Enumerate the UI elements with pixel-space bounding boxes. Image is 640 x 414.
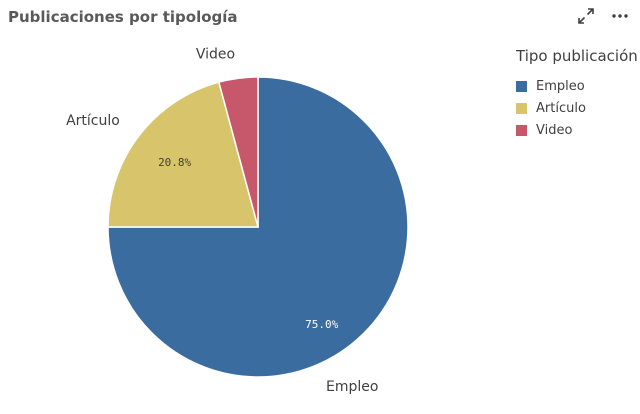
- legend-item-articulo[interactable]: Artículo: [516, 97, 638, 119]
- slice-value-label-empleo: 75.0%: [305, 318, 338, 331]
- slice-category-label-video: Video: [196, 47, 235, 63]
- slice-value-label-articulo: 20.8%: [158, 156, 191, 169]
- more-options-icon: [612, 14, 628, 18]
- chart-title: Publicaciones por tipología: [8, 8, 238, 26]
- pie-slice-empleo[interactable]: [107, 76, 409, 378]
- legend-swatch-video: [516, 124, 527, 136]
- legend-swatch-empleo: [516, 80, 527, 92]
- pie-slice-articulo[interactable]: [107, 81, 259, 228]
- legend-title: Tipo publicación: [516, 47, 638, 65]
- expand-icon: [578, 8, 594, 24]
- slice-category-label-empleo: Empleo: [326, 379, 378, 395]
- pie-slice-video[interactable]: [217, 76, 259, 228]
- legend-item-video[interactable]: Video: [516, 119, 638, 141]
- chart-toolbar: [576, 6, 630, 26]
- legend-item-empleo[interactable]: Empleo: [516, 75, 638, 97]
- slice-category-label-articulo: Artículo: [66, 113, 120, 129]
- legend-label-video: Video: [536, 122, 573, 138]
- legend: Tipo publicación Empleo Artículo Video: [516, 47, 638, 141]
- legend-label-articulo: Artículo: [536, 100, 586, 116]
- more-options-button[interactable]: [610, 6, 630, 26]
- legend-swatch-articulo: [516, 102, 527, 114]
- legend-label-empleo: Empleo: [536, 78, 585, 94]
- expand-button[interactable]: [576, 6, 596, 26]
